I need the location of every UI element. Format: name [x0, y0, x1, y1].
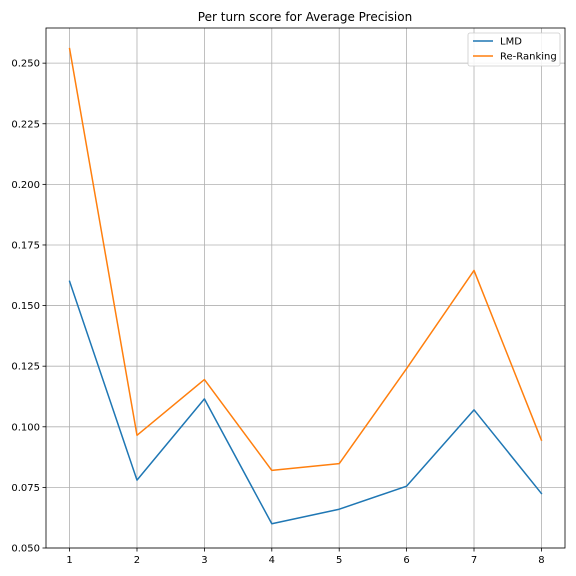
y-tick-label: 0.250 — [11, 59, 40, 70]
y-tick-label: 0.225 — [11, 119, 40, 130]
y-tick-label: 0.100 — [11, 422, 40, 433]
series-layer — [68, 47, 543, 525]
y-tick-label: 0.175 — [11, 240, 40, 251]
series-line-re-ranking — [68, 47, 543, 472]
y-tick-label: 0.125 — [11, 362, 40, 373]
x-axis: 1 2 3 4 5 6 7 8 — [66, 548, 545, 566]
y-tick-label: 0.050 — [11, 544, 40, 555]
legend: LMD Re-Ranking — [467, 32, 561, 67]
y-axis: 0.050 0.075 0.100 0.125 0.150 0.175 0.200 0.225… — [11, 59, 46, 555]
y-tick-label: 0.075 — [11, 483, 40, 494]
x-tick-label: 8 — [538, 555, 544, 566]
x-tick-label: 2 — [134, 555, 140, 566]
x-tick-label: 6 — [403, 555, 409, 566]
grid — [46, 28, 565, 549]
legend-label: LMD — [500, 37, 522, 48]
plot-frame — [45, 27, 566, 549]
series-line-lmd — [68, 280, 543, 525]
x-tick-label: 1 — [66, 555, 72, 566]
legend-label: Re-Ranking — [500, 52, 557, 63]
x-tick-label: 4 — [269, 555, 275, 566]
y-tick-label: 0.150 — [11, 301, 40, 312]
chart-title: Per turn score for Average Precision — [198, 10, 412, 24]
x-tick-label: 7 — [471, 555, 477, 566]
x-tick-label: 5 — [336, 555, 342, 566]
y-tick-label: 0.200 — [11, 180, 40, 191]
x-tick-label: 3 — [201, 555, 207, 566]
